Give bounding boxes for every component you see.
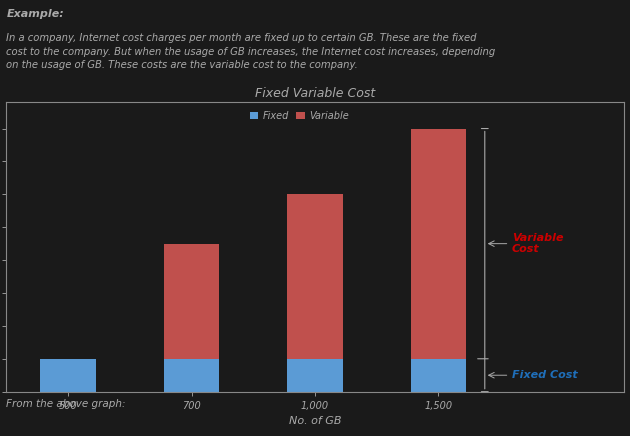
X-axis label: No. of GB: No. of GB [289, 416, 341, 426]
Bar [411, 359, 466, 392]
Text: From the above graph:: From the above graph: [6, 399, 126, 409]
Bar [411, 129, 466, 359]
Text: Fixed Cost: Fixed Cost [512, 370, 578, 380]
Bar [287, 359, 343, 392]
Text: Example:: Example: [6, 9, 64, 19]
Bar [164, 359, 219, 392]
Bar [164, 244, 219, 359]
Text: Variable
Cost: Variable Cost [512, 233, 563, 255]
Legend: Fixed, Variable: Fixed, Variable [246, 107, 353, 125]
Bar [287, 194, 343, 359]
Title: Fixed Variable Cost: Fixed Variable Cost [255, 87, 375, 100]
Bar [40, 359, 96, 392]
Text: In a company, Internet cost charges per month are fixed up to certain GB. These : In a company, Internet cost charges per … [6, 34, 496, 70]
